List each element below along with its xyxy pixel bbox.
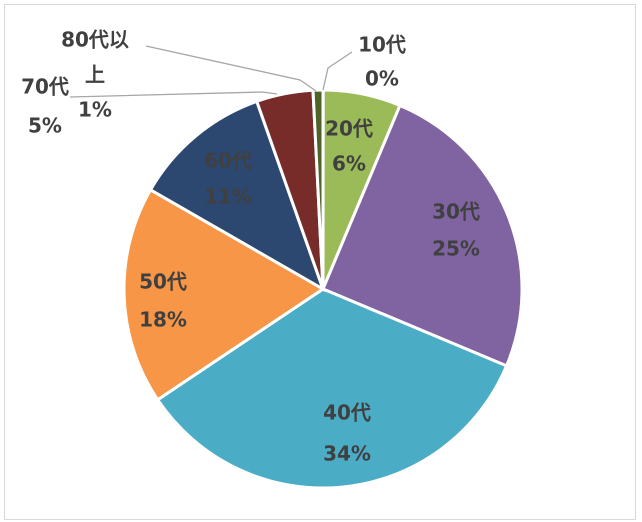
leader-line [145, 45, 317, 92]
slice-percent-label: 11% [204, 185, 252, 209]
leader-line [69, 91, 278, 98]
pie-slice [148, 99, 326, 293]
slice-percent-label: 6% [332, 152, 366, 176]
leader-lines [69, 45, 353, 98]
slice-percent-label: 18% [139, 308, 187, 332]
pie-slice [321, 103, 524, 368]
leader-line [322, 51, 353, 91]
slice-percent-label: 25% [432, 237, 480, 261]
slice-percent-label: 1% [78, 98, 112, 122]
slice-category-label: 30代 [432, 200, 480, 224]
slice-labels: 10代 0% 20代 6% 30代 25% 40代 34% 50代 18% 60代 11% 70代 5% 8… [21, 28, 480, 466]
slice-percent-label: 34% [323, 442, 371, 466]
slice-category-label: 50代 [139, 270, 187, 294]
slice-percent-label: 5% [28, 114, 62, 138]
slice-category-label: 80代以 [61, 28, 129, 52]
pie-slices [122, 88, 524, 490]
slice-category-label: 10代 [358, 33, 406, 57]
slice-category-label: 60代 [204, 149, 252, 173]
slice-category-label: 上 [85, 63, 105, 87]
slice-percent-label: 0% [365, 67, 399, 91]
pie-slice [311, 88, 325, 290]
slice-category-label: 40代 [323, 401, 371, 425]
slice-category-label: 70代 [21, 75, 69, 99]
pie-slice [155, 287, 509, 490]
slice-category-label: 20代 [325, 117, 373, 141]
pie-slice [122, 187, 326, 402]
